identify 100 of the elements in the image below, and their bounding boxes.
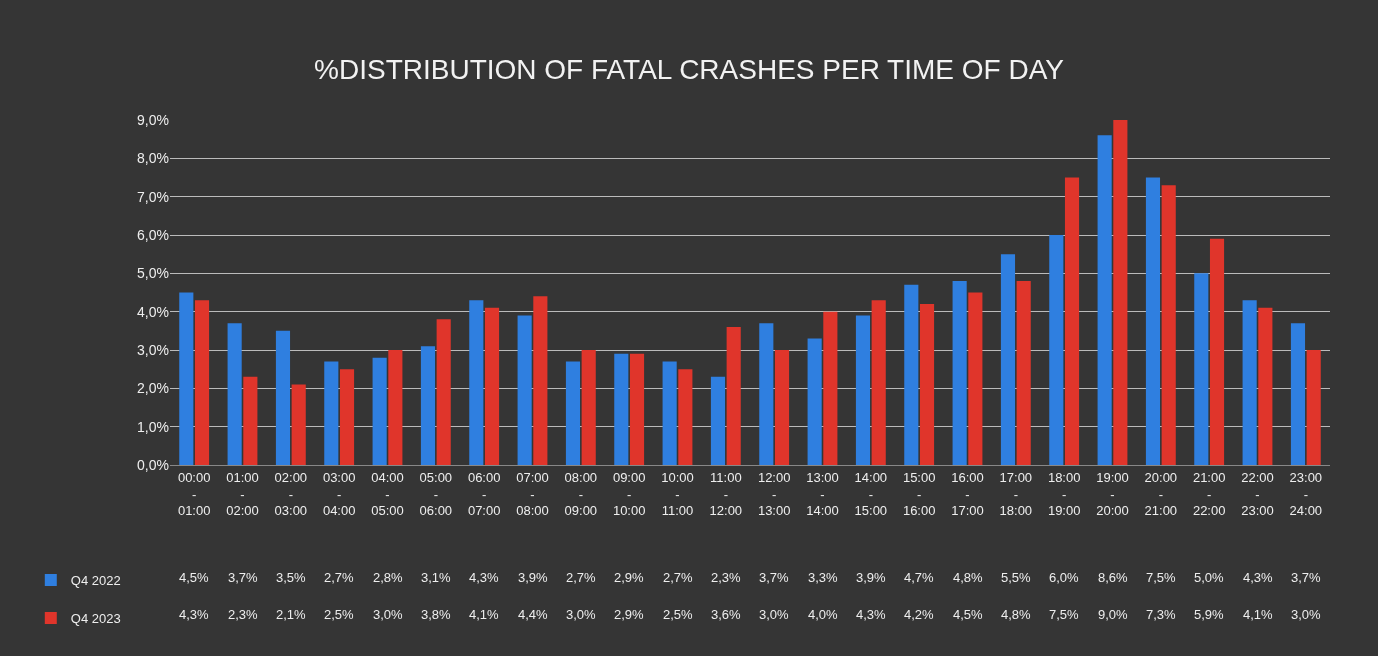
bar (726, 327, 741, 465)
x-tick-label: 22:00 - 23:00 (1241, 469, 1274, 519)
data-label: 5,0% (1194, 570, 1225, 585)
bar (1258, 307, 1273, 465)
x-tick-label: 15:00 - 16:00 (902, 469, 936, 519)
data-label: 3,1% (421, 570, 452, 585)
bar (420, 346, 436, 465)
bar (919, 304, 935, 465)
bar (678, 369, 693, 465)
bar (1242, 300, 1257, 465)
bar (629, 353, 645, 465)
x-tick-label: 00:00 - 01:00 (177, 469, 211, 519)
bar (243, 376, 258, 465)
data-label: 2,7% (663, 570, 694, 585)
x-tick-label: 03:00 - 04:00 (322, 469, 356, 519)
bar (1161, 185, 1176, 465)
bar (1145, 177, 1161, 465)
bar (855, 315, 871, 465)
data-label: 2,1% (276, 607, 307, 622)
data-label: 3,0% (566, 607, 597, 622)
x-tick-label: 12:00 - 13:00 (757, 469, 791, 519)
data-label: 3,3% (808, 570, 839, 585)
bar (372, 357, 387, 465)
x-tick-label: 08:00 - 09:00 (564, 469, 598, 519)
bar (1064, 177, 1080, 465)
bar (533, 296, 548, 465)
bar (807, 338, 822, 465)
data-label: 2,3% (228, 607, 259, 622)
data-label: 4,4% (518, 607, 549, 622)
bar (179, 292, 194, 465)
data-label: 6,0% (1049, 570, 1080, 585)
bar (759, 323, 774, 465)
data-label: 2,7% (324, 570, 355, 585)
x-tick-label: 13:00 - 14:00 (806, 469, 839, 519)
data-label: 7,3% (1146, 607, 1177, 622)
x-tick-label: 20:00 - 21:00 (1144, 469, 1178, 519)
bar (581, 350, 596, 465)
bar (1000, 254, 1016, 465)
bar (823, 311, 838, 465)
bar (1209, 238, 1225, 465)
x-tick-label: 02:00 - 03:00 (274, 469, 308, 519)
bar (904, 284, 919, 465)
x-tick-label: 01:00 - 02:00 (226, 469, 259, 519)
data-label: 4,5% (953, 607, 984, 622)
data-label: 4,1% (1243, 607, 1274, 622)
data-label: 9,0% (1098, 607, 1129, 622)
y-tick-label: 8,0% (137, 150, 169, 167)
bar (1016, 281, 1031, 465)
y-tick-label: 6,0% (137, 226, 169, 243)
bar (774, 350, 790, 465)
data-label: 4,3% (1243, 570, 1274, 585)
data-label: 5,5% (1001, 570, 1032, 585)
bar (324, 361, 339, 465)
data-label: 7,5% (1049, 607, 1080, 622)
data-label: 4,3% (179, 607, 210, 622)
y-tick-label: 3,0% (137, 341, 169, 358)
bar (469, 300, 484, 465)
data-label: 4,2% (904, 607, 935, 622)
data-label: 4,3% (856, 607, 887, 622)
bar (388, 350, 403, 465)
data-label: 2,7% (566, 570, 597, 585)
data-label: 3,6% (711, 607, 742, 622)
data-label: 4,5% (179, 570, 210, 585)
data-label: 3,0% (1291, 607, 1322, 622)
data-label: 3,0% (759, 607, 790, 622)
bar (968, 292, 983, 465)
bar (517, 315, 532, 465)
data-label: 5,9% (1194, 607, 1225, 622)
x-tick-label: 07:00 - 08:00 (516, 469, 549, 519)
data-label: 8,6% (1098, 570, 1129, 585)
data-label: 4,8% (953, 570, 984, 585)
data-label: 3,7% (228, 570, 259, 585)
bar (436, 319, 451, 465)
bar (662, 361, 677, 465)
x-tick-label: 21:00 - 22:00 (1192, 469, 1226, 519)
bar (484, 307, 500, 465)
data-label: 4,3% (469, 570, 500, 585)
data-label: 2,9% (614, 607, 645, 622)
bar (1097, 135, 1112, 465)
x-tick-label: 09:00 - 10:00 (612, 469, 646, 519)
y-tick-label: 7,0% (137, 188, 169, 205)
bar (614, 353, 629, 465)
x-tick-label: 18:00 - 19:00 (1047, 469, 1081, 519)
data-label: 2,5% (663, 607, 694, 622)
x-tick-label: 04:00 - 05:00 (371, 469, 404, 519)
y-tick-label: 0,0% (137, 456, 169, 473)
bar (291, 384, 306, 465)
y-tick-label: 1,0% (137, 418, 169, 435)
bar (710, 376, 726, 465)
x-tick-label: 05:00 - 06:00 (419, 469, 453, 519)
x-tick-label: 19:00 - 20:00 (1096, 469, 1129, 519)
data-label: 4,8% (1001, 607, 1032, 622)
bar (1290, 323, 1306, 465)
data-label: 4,7% (904, 570, 935, 585)
x-tick-label: 10:00 - 11:00 (661, 469, 694, 519)
data-label: 3,7% (1291, 570, 1322, 585)
x-tick-label: 17:00 - 18:00 (999, 469, 1033, 519)
y-tick-label: 5,0% (137, 265, 169, 282)
x-tick-label: 06:00 - 07:00 (467, 469, 501, 519)
bar (194, 300, 210, 465)
